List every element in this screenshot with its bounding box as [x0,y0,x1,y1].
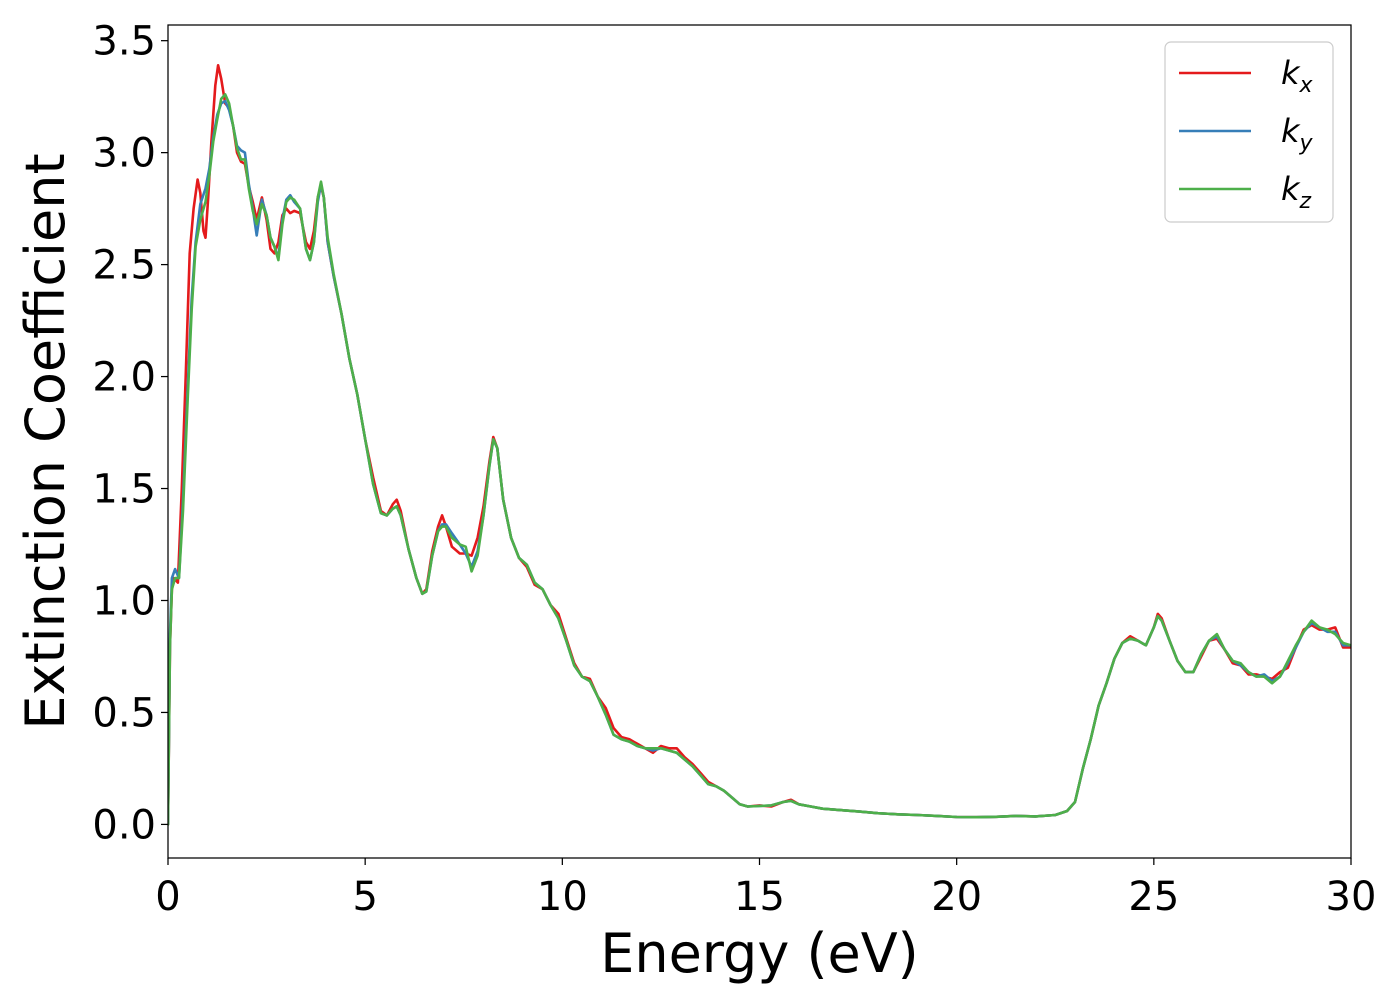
y-tick-label: 3.5 [92,19,156,65]
x-axis-title: Energy (eV) [600,922,919,985]
series-layer [168,64,1351,826]
series-line-kz [168,93,1351,826]
x-tick-label: 25 [1128,874,1179,920]
x-tick-label: 0 [155,874,180,920]
y-tick-label: 2.5 [92,243,156,289]
y-tick-label: 0.5 [92,690,156,736]
x-tick-label: 5 [352,874,377,920]
x-tick-label: 20 [931,874,982,920]
y-axis-title: Extinction Coefficient [14,153,77,729]
y-tick-label: 1.5 [92,467,156,513]
y-axis: 0.0 0.5 1.0 1.5 2.0 2.5 3.0 3.5 [92,19,168,848]
y-tick-label: 2.0 [92,355,156,401]
x-tick-label: 10 [537,874,588,920]
x-tick-label: 30 [1326,874,1377,920]
y-tick-label: 3.0 [92,131,156,177]
x-axis: 0 5 10 15 20 25 30 [155,858,1376,920]
x-tick-label: 15 [734,874,785,920]
y-tick-label: 1.0 [92,578,156,624]
y-tick-label: 0.0 [92,802,156,848]
